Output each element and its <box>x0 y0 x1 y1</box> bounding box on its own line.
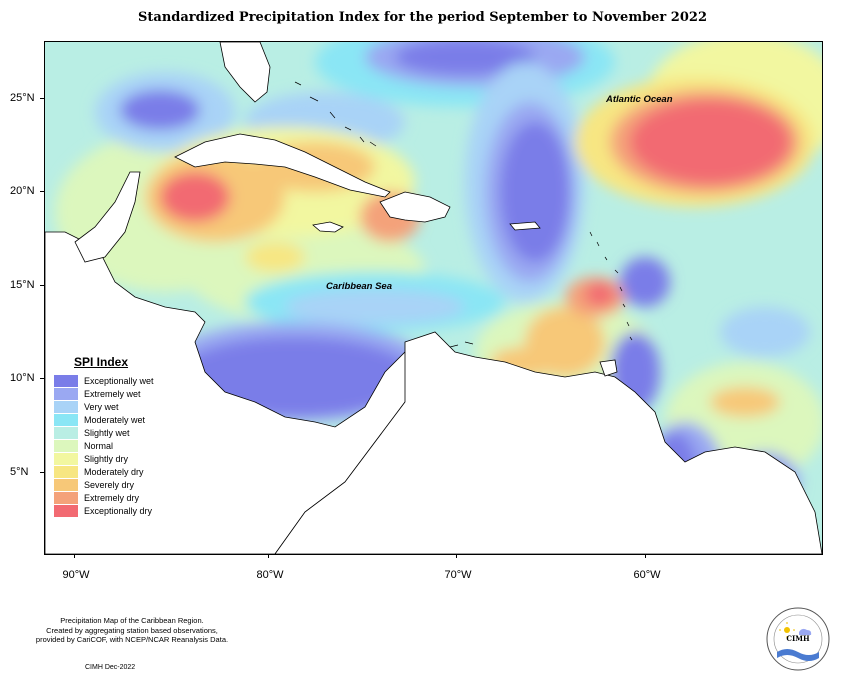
map-caption: Precipitation Map of the Caribbean Regio… <box>22 616 242 645</box>
credit-text: CIMH Dec-2022 <box>85 664 136 671</box>
map-title: Standardized Precipitation Index for the… <box>138 10 707 25</box>
lat-tick <box>40 191 44 192</box>
lat-tick <box>40 285 44 286</box>
lat-label-10n: 10°N <box>10 372 35 384</box>
legend-items: Exceptionally wet Extremely wet Very wet Mo… <box>54 374 164 518</box>
legend-label: Extremely wet <box>84 388 141 399</box>
spi-map <box>44 41 823 555</box>
lon-tick <box>74 554 75 558</box>
legend-item: Slightly dry <box>54 453 164 466</box>
legend-item: Moderately dry <box>54 466 164 479</box>
legend-label: Slightly dry <box>84 454 129 465</box>
legend-swatch <box>54 453 78 466</box>
legend-label: Slightly wet <box>84 427 130 438</box>
lat-label-20n: 20°N <box>10 185 35 197</box>
legend-item: Normal <box>54 439 164 453</box>
lat-label-5n: 5°N <box>10 466 29 478</box>
legend-label: Exceptionally dry <box>84 506 153 517</box>
legend-item: Very wet <box>54 400 164 413</box>
legend-label: Moderately dry <box>84 467 144 478</box>
legend-label: Very wet <box>84 401 119 412</box>
lat-tick <box>40 378 44 379</box>
lon-tick <box>268 554 269 558</box>
legend-item: Exceptionally dry <box>54 505 164 518</box>
legend-swatch <box>54 387 78 400</box>
legend-label: Normal <box>84 441 114 452</box>
legend-swatch <box>54 374 78 387</box>
legend-label: Exceptionally wet <box>84 375 154 386</box>
caribbean-sea-label: Caribbean Sea <box>326 281 392 292</box>
legend-title: SPI Index <box>74 355 129 369</box>
legend-swatch <box>54 400 78 413</box>
spi-legend: SPI Index Exceptionally wet Extremely wet… <box>54 355 164 518</box>
lon-tick <box>645 554 646 558</box>
legend-item: Extremely wet <box>54 387 164 400</box>
spi-map-canvas <box>45 42 822 554</box>
lat-tick <box>40 472 44 473</box>
legend-swatch <box>54 466 78 479</box>
caption-line: Precipitation Map of the Caribbean Regio… <box>60 616 204 625</box>
lat-label-25n: 25°N <box>10 92 35 104</box>
cimh-logo-icon <box>766 607 830 671</box>
lon-label-70w: 70°W <box>444 569 472 581</box>
caption-line: provided by CariCOF, with NCEP/NCAR Rean… <box>35 635 229 644</box>
lon-label-80w: 80°W <box>256 569 284 581</box>
atlantic-ocean-label: Atlantic Ocean <box>606 94 673 105</box>
legend-swatch <box>54 413 78 426</box>
lat-tick <box>40 98 44 99</box>
legend-item: Moderately wet <box>54 413 164 426</box>
legend-item: Extremely dry <box>54 492 164 505</box>
lon-tick <box>456 554 457 558</box>
legend-label: Severely dry <box>84 480 135 491</box>
legend-item: Slightly wet <box>54 426 164 439</box>
caption-line: Created by aggregating station based obs… <box>46 625 218 635</box>
legend-label: Extremely dry <box>84 493 140 504</box>
legend-swatch <box>54 505 78 518</box>
cimh-logo: CIMH <box>765 606 831 672</box>
lon-label-90w: 90°W <box>62 569 90 581</box>
legend-item: Exceptionally wet <box>54 374 164 387</box>
lat-label-15n: 15°N <box>10 279 35 291</box>
legend-label: Moderately wet <box>84 414 146 425</box>
legend-swatch <box>54 440 78 453</box>
legend-swatch <box>54 426 78 439</box>
legend-swatch <box>54 492 78 505</box>
legend-swatch <box>54 479 78 492</box>
lon-label-60w: 60°W <box>633 569 661 581</box>
legend-item: Severely dry <box>54 479 164 492</box>
logo-text: CIMH <box>786 634 810 643</box>
